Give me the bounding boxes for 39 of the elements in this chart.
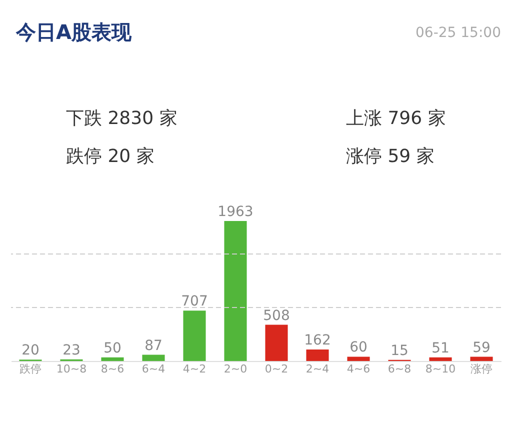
bar (470, 356, 493, 361)
bar (347, 356, 370, 361)
x-tick-label: 8~6 (100, 362, 124, 376)
chart-title: 今日A股表现 (15, 20, 132, 44)
data-label: 60 (350, 340, 368, 356)
data-label: 162 (304, 332, 331, 348)
bar (224, 221, 247, 361)
text: 涨停 59 家 (346, 146, 434, 167)
data-label: 508 (263, 308, 290, 324)
x-tick-label: 跌停 (19, 362, 42, 376)
x-tick-label: 0~2 (264, 362, 288, 376)
x-tick-label: 2~0 (224, 362, 248, 376)
text: 下跌 2830 家 (66, 108, 178, 129)
data-label: 1963 (218, 204, 254, 220)
data-label: 15 (390, 342, 408, 359)
x-tick-label: 10~8 (56, 362, 87, 376)
data-label: 707 (181, 294, 208, 310)
bar (142, 354, 165, 361)
bar (429, 357, 452, 361)
x-tick-label: 4~2 (182, 362, 206, 376)
x-tick-label: 6~8 (388, 362, 412, 376)
data-label: 23 (62, 342, 80, 358)
text: 上涨 796 家 (346, 108, 446, 129)
x-tick-label: 6~4 (142, 362, 166, 376)
data-label: 51 (432, 340, 450, 356)
data-label: 50 (104, 340, 122, 356)
data-label: 87 (144, 338, 162, 354)
data-label: 59 (472, 340, 490, 356)
x-tick-label: 涨停 (470, 362, 493, 376)
bar (306, 349, 329, 361)
bar (101, 357, 124, 361)
bar (265, 324, 288, 361)
x-tick-label: 2~4 (306, 362, 330, 376)
text: 跌停 20 家 (66, 146, 154, 167)
text: 06-25 15:00 (416, 25, 501, 41)
bar (183, 310, 206, 361)
data-label: 20 (22, 342, 40, 359)
x-tick-label: 8~10 (425, 362, 456, 376)
x-tick-label: 4~6 (346, 362, 370, 376)
